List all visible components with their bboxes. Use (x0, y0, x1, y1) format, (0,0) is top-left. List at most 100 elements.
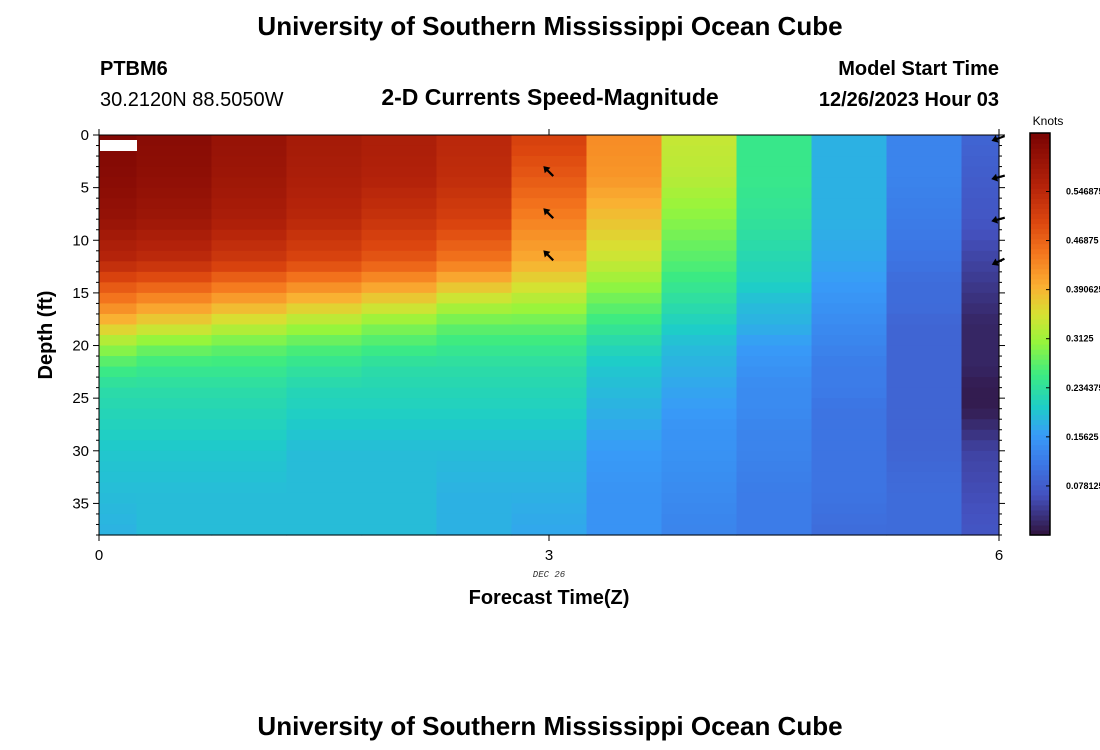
heatmap-cell (736, 135, 813, 147)
heatmap-cell (586, 366, 663, 378)
heatmap-cell (811, 450, 888, 462)
heatmap-cell (211, 345, 288, 357)
heatmap-cell (961, 524, 1000, 536)
heatmap-cell (586, 135, 663, 147)
heatmap-cell (436, 524, 513, 536)
heatmap-cell (736, 366, 813, 378)
heatmap-cell (436, 387, 513, 399)
heatmap-cell (886, 303, 963, 315)
heatmap-cell (736, 324, 813, 336)
heatmap-cell (436, 335, 513, 347)
heatmap-cell (886, 208, 963, 220)
heatmap-cell (811, 324, 888, 336)
heatmap-cell (661, 324, 738, 336)
heatmap-cell (586, 250, 663, 262)
colorbar-segment (1030, 163, 1050, 169)
heatmap-cell (211, 440, 288, 452)
y-tick-label: 0 (81, 127, 89, 144)
heatmap-cell (736, 313, 813, 326)
heatmap-cell (436, 187, 513, 199)
heatmap-cell (511, 482, 588, 494)
heatmap-cell (886, 513, 963, 526)
heatmap-cell (661, 303, 738, 315)
heatmap-cell (661, 198, 738, 210)
heatmap-cell (961, 282, 1000, 294)
heatmap-cell (811, 398, 888, 410)
heatmap-cell (811, 513, 888, 526)
heatmap-cell (361, 419, 438, 431)
heatmap-cell (361, 513, 438, 526)
colorbar-segment (1030, 253, 1050, 260)
heatmap-cell (961, 492, 1000, 505)
heatmap-cell (436, 303, 513, 315)
heatmap-cell (361, 408, 438, 420)
colorbar-segment (1030, 339, 1050, 345)
heatmap-cell (661, 356, 738, 368)
heatmap-cell (661, 313, 738, 326)
footer-title: University of Southern Mississippi Ocean… (257, 711, 842, 741)
heatmap-cell (961, 513, 1000, 526)
heatmap-cell (511, 261, 588, 273)
colorbar-segment (1030, 138, 1050, 144)
heatmap-cell (811, 240, 888, 252)
heatmap-cell (886, 229, 963, 241)
heatmap-cell (736, 450, 813, 462)
colorbar-segment (1030, 268, 1050, 275)
heatmap-cell (886, 135, 963, 147)
heatmap-cell (511, 356, 588, 368)
heatmap-cell (436, 366, 513, 378)
heatmap-cell (511, 345, 588, 357)
heatmap-cell (211, 513, 288, 526)
heatmap-cell (511, 503, 588, 515)
heatmap-cell (211, 208, 288, 220)
heatmap-cell (361, 313, 438, 326)
colorbar-segment (1030, 454, 1050, 461)
heatmap-cell (736, 282, 813, 294)
heatmap-cell (436, 240, 513, 252)
heatmap-cell (886, 408, 963, 420)
heatmap-cell (811, 292, 888, 305)
heatmap-cell (286, 377, 363, 389)
colorbar-segment (1030, 459, 1050, 466)
heatmap-cell (211, 261, 288, 273)
heatmap-cell (361, 377, 438, 389)
colorbar-segment (1030, 328, 1050, 335)
heatmap-cell (361, 219, 438, 231)
heatmap-cell (436, 429, 513, 441)
heatmap-cell (736, 166, 813, 178)
heatmap-cell (286, 313, 363, 326)
heatmap-cell (661, 335, 738, 347)
colorbar-segment (1030, 394, 1050, 400)
heatmap-cell (436, 177, 513, 189)
heatmap-cell (511, 492, 588, 505)
heatmap-cell (136, 271, 213, 283)
heatmap-cell (99, 492, 138, 505)
heatmap-cell (361, 208, 438, 220)
heatmap-cell (99, 335, 138, 347)
heatmap-cell (886, 250, 963, 262)
heatmap-cell (811, 524, 888, 536)
heatmap-cell (886, 356, 963, 368)
heatmap-cell (661, 156, 738, 168)
heatmap-cell (736, 461, 813, 473)
heatmap-cell (211, 250, 288, 262)
heatmap-cell (286, 282, 363, 294)
heatmap-cell (661, 229, 738, 241)
heatmap-cell (961, 177, 1000, 189)
heatmap-cell (286, 166, 363, 178)
colorbar-tick-label: 0.15625 (1066, 432, 1099, 442)
heatmap-cell (511, 156, 588, 168)
heatmap-cell (286, 335, 363, 347)
heatmap-cell (99, 240, 138, 252)
heatmap-cell (286, 503, 363, 515)
heatmap-cell (286, 240, 363, 252)
heatmap-cell (136, 503, 213, 515)
heatmap-cell (811, 177, 888, 189)
heatmap-cell (211, 450, 288, 462)
heatmap-cell (736, 156, 813, 168)
heatmap-cell (586, 450, 663, 462)
heatmap-cell (961, 429, 1000, 441)
heatmap-cell (586, 282, 663, 294)
colorbar-segment (1030, 283, 1050, 290)
